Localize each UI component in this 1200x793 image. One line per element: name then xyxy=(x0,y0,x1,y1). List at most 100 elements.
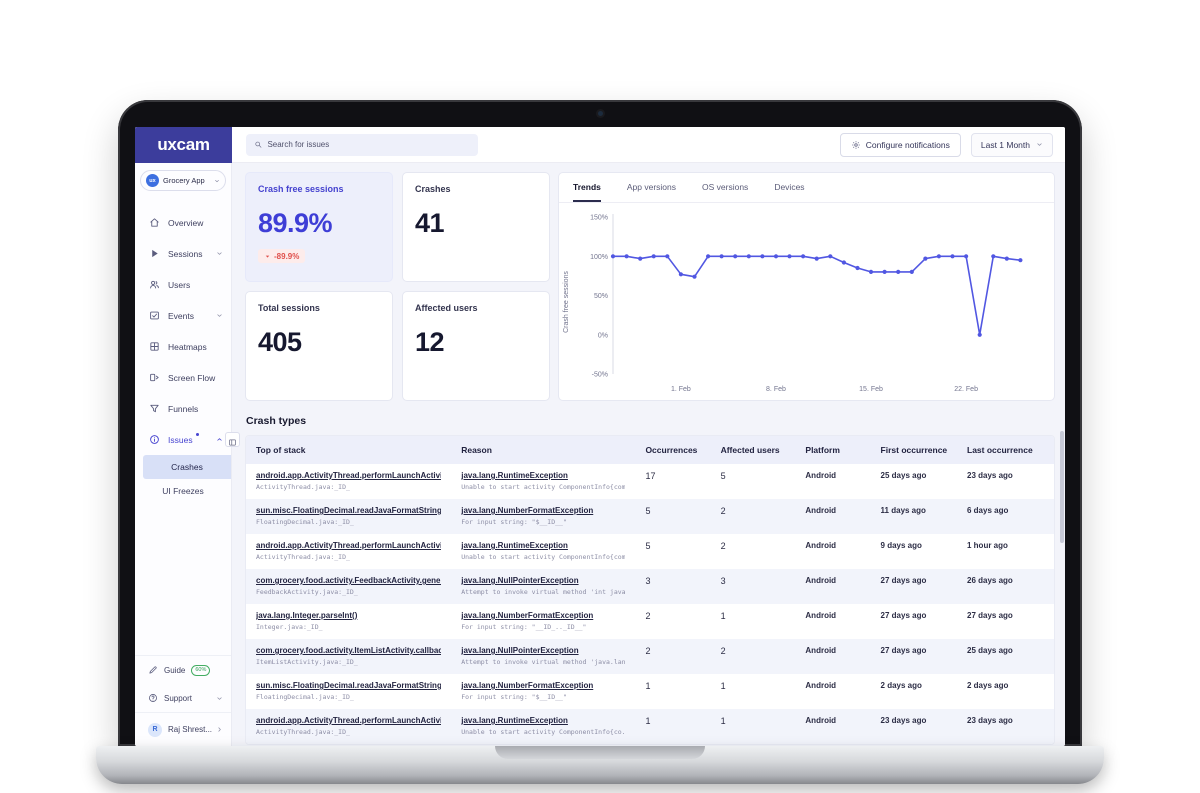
uxcam-logo[interactable]: uxcam xyxy=(135,127,232,163)
occurrences-value: 1 xyxy=(645,681,651,691)
table-row[interactable]: android.app.ActivityThread.performLaunch… xyxy=(246,534,1054,569)
first-occurrence-value: 27 days ago xyxy=(880,576,927,585)
table-row[interactable]: android.app.ActivityThread.performLaunch… xyxy=(246,464,1054,499)
sidebar-subitem-label: Crashes xyxy=(171,462,203,472)
question-icon xyxy=(148,693,158,703)
search-box[interactable] xyxy=(246,133,478,156)
sidebar-item-events[interactable]: Events xyxy=(135,300,231,331)
sidebar-item-label: Issues xyxy=(168,434,193,445)
reason-link[interactable]: java.lang.NumberFormatException xyxy=(461,611,594,620)
table-row[interactable]: com.grocery.food.activity.FeedbackActivi… xyxy=(246,569,1054,604)
affected-users-value: 1 xyxy=(720,611,726,621)
first-occurrence-value: 25 days ago xyxy=(880,471,927,480)
stat-card-total-sessions[interactable]: Total sessions 405 xyxy=(245,291,393,401)
stack-link[interactable]: sun.misc.FloatingDecimal.readJavaFormatS… xyxy=(256,681,442,690)
first-occurrence-value: 9 days ago xyxy=(880,541,922,550)
stack-link[interactable]: java.lang.Integer.parseInt() xyxy=(256,611,358,620)
y-axis-label: Crash free sessions xyxy=(563,270,570,333)
affected-users-value: 1 xyxy=(720,716,726,726)
sidebar-item-label: Sessions xyxy=(168,248,203,259)
affected-users-value: 2 xyxy=(720,541,726,551)
sidebar-bottom: Guide 60% Support R Raj Shrest... xyxy=(135,655,231,746)
issues-submenu: Crashes UI Freezes xyxy=(135,455,231,503)
sidebar-item-user[interactable]: R Raj Shrest... xyxy=(135,712,231,746)
last-occurrence-value: 27 days ago xyxy=(967,611,1013,620)
sidebar-subitem-crashes[interactable]: Crashes xyxy=(143,455,231,479)
search-input[interactable] xyxy=(267,140,470,149)
notification-dot-icon xyxy=(195,433,199,436)
sidebar-item-overview[interactable]: Overview xyxy=(135,207,231,238)
top-bar: uxcam Configure notifications Last 1 Mon… xyxy=(135,127,1065,163)
sidebar-item-support[interactable]: Support xyxy=(135,684,231,712)
platform-value: Android xyxy=(805,646,837,655)
sidebar-item-issues[interactable]: Issues xyxy=(135,424,231,455)
date-range-dropdown[interactable]: Last 1 Month xyxy=(970,132,1053,157)
occurrences-value: 1 xyxy=(645,716,651,726)
affected-users-value: 5 xyxy=(720,471,726,481)
stack-link[interactable]: com.grocery.food.activity.ItemListActivi… xyxy=(256,646,442,655)
sidebar-item-sessions[interactable]: Sessions xyxy=(135,238,231,269)
column-header-first-occurrence: First occurrence xyxy=(870,436,957,464)
tab-devices[interactable]: Devices xyxy=(774,181,805,192)
collapse-sidebar-button[interactable] xyxy=(225,432,240,447)
stat-card-crashes[interactable]: Crashes 41 xyxy=(402,172,550,282)
table-row[interactable]: com.grocery.food.activity.ItemListActivi… xyxy=(246,639,1054,674)
sidebar-item-screen-flow[interactable]: Screen Flow xyxy=(135,362,231,393)
sidebar-item-funnels[interactable]: Funnels xyxy=(135,393,231,424)
bottom-item-label: Guide xyxy=(164,665,186,675)
reason-detail: Unable to start activity ComponentInfo{c… xyxy=(461,728,626,736)
sidebar-item-users[interactable]: Users xyxy=(135,269,231,300)
svg-text:150%: 150% xyxy=(590,215,608,222)
last-occurrence-value: 25 days ago xyxy=(967,646,1013,655)
reason-link[interactable]: java.lang.RuntimeException xyxy=(461,716,568,725)
stack-link[interactable]: android.app.ActivityThread.performLaunch… xyxy=(256,541,442,550)
stack-link[interactable]: com.grocery.food.activity.FeedbackActivi… xyxy=(256,576,442,585)
tab-os-versions[interactable]: OS versions xyxy=(702,181,749,192)
sidebar-subitem-ui-freezes[interactable]: UI Freezes xyxy=(135,479,231,503)
stat-card-affected-users[interactable]: Affected users 12 xyxy=(402,291,550,401)
table-row[interactable]: sun.misc.FloatingDecimal.readJavaFormatS… xyxy=(246,499,1054,534)
table-row[interactable]: android.app.ActivityThread.performLaunch… xyxy=(246,709,1054,744)
platform-value: Android xyxy=(805,611,837,620)
tab-trends[interactable]: Trends xyxy=(573,173,601,202)
stats-grid: Crash free sessions 89.9% -89.9% Crashes 41 T… xyxy=(245,172,550,401)
grocery-app-logo-icon: ux xyxy=(146,174,159,187)
scrollbar[interactable] xyxy=(1060,431,1064,543)
last-occurrence-value: 23 days ago xyxy=(967,716,1013,725)
top-section: Crash free sessions 89.9% -89.9% Crashes 41 T… xyxy=(245,172,1055,401)
stack-link[interactable]: sun.misc.FloatingDecimal.readJavaFormatS… xyxy=(256,506,442,515)
reason-link[interactable]: java.lang.NumberFormatException xyxy=(461,681,594,690)
app-window: uxcam Configure notifications Last 1 Mon… xyxy=(135,127,1065,746)
sidebar-item-label: Screen Flow xyxy=(168,372,216,383)
triangle-down-icon xyxy=(264,253,271,260)
stat-label: Crashes xyxy=(415,184,451,194)
bottom-item-label: Support xyxy=(164,693,193,703)
stack-location: ItemListActivity.java:_ID_ xyxy=(256,658,358,666)
table-row[interactable]: java.lang.Integer.parseInt() Integer.java… xyxy=(246,604,1054,639)
reason-link[interactable]: java.lang.RuntimeException xyxy=(461,471,568,480)
column-header-occurrences: Occurrences xyxy=(635,436,711,464)
stack-location: Integer.java:_ID_ xyxy=(256,623,323,631)
table-row[interactable]: sun.misc.FloatingDecimal.readJavaFormatS… xyxy=(246,674,1054,709)
reason-link[interactable]: java.lang.NumberFormatException xyxy=(461,506,594,515)
reason-link[interactable]: java.lang.RuntimeException xyxy=(461,541,568,550)
play-icon xyxy=(149,248,160,259)
reason-link[interactable]: java.lang.NullPointerException xyxy=(461,646,579,655)
platform-value: Android xyxy=(805,471,837,480)
sidebar-item-heatmaps[interactable]: Heatmaps xyxy=(135,331,231,362)
guide-progress-badge: 60% xyxy=(191,664,211,676)
trend-chart: 150% 100% 50% 0% -50% 1. Feb 8. Feb 15. Feb 22. … xyxy=(577,207,1046,398)
svg-text:22. Feb: 22. Feb xyxy=(954,386,978,393)
column-header-reason: Reason xyxy=(451,436,636,464)
stack-link[interactable]: android.app.ActivityThread.performLaunch… xyxy=(256,716,442,725)
app-selector[interactable]: ux Grocery App xyxy=(140,170,226,191)
sidebar-item-label: Funnels xyxy=(168,403,199,414)
occurrences-value: 17 xyxy=(645,471,656,481)
configure-notifications-button[interactable]: Configure notifications xyxy=(839,132,961,157)
stack-link[interactable]: android.app.ActivityThread.performLaunch… xyxy=(256,471,442,480)
reason-link[interactable]: java.lang.NullPointerException xyxy=(461,576,579,585)
stat-card-crash-free-sessions[interactable]: Crash free sessions 89.9% -89.9% xyxy=(245,172,393,282)
sidebar-item-guide[interactable]: Guide 60% xyxy=(135,656,231,684)
svg-text:8. Feb: 8. Feb xyxy=(766,386,786,393)
tab-app-versions[interactable]: App versions xyxy=(626,181,677,192)
